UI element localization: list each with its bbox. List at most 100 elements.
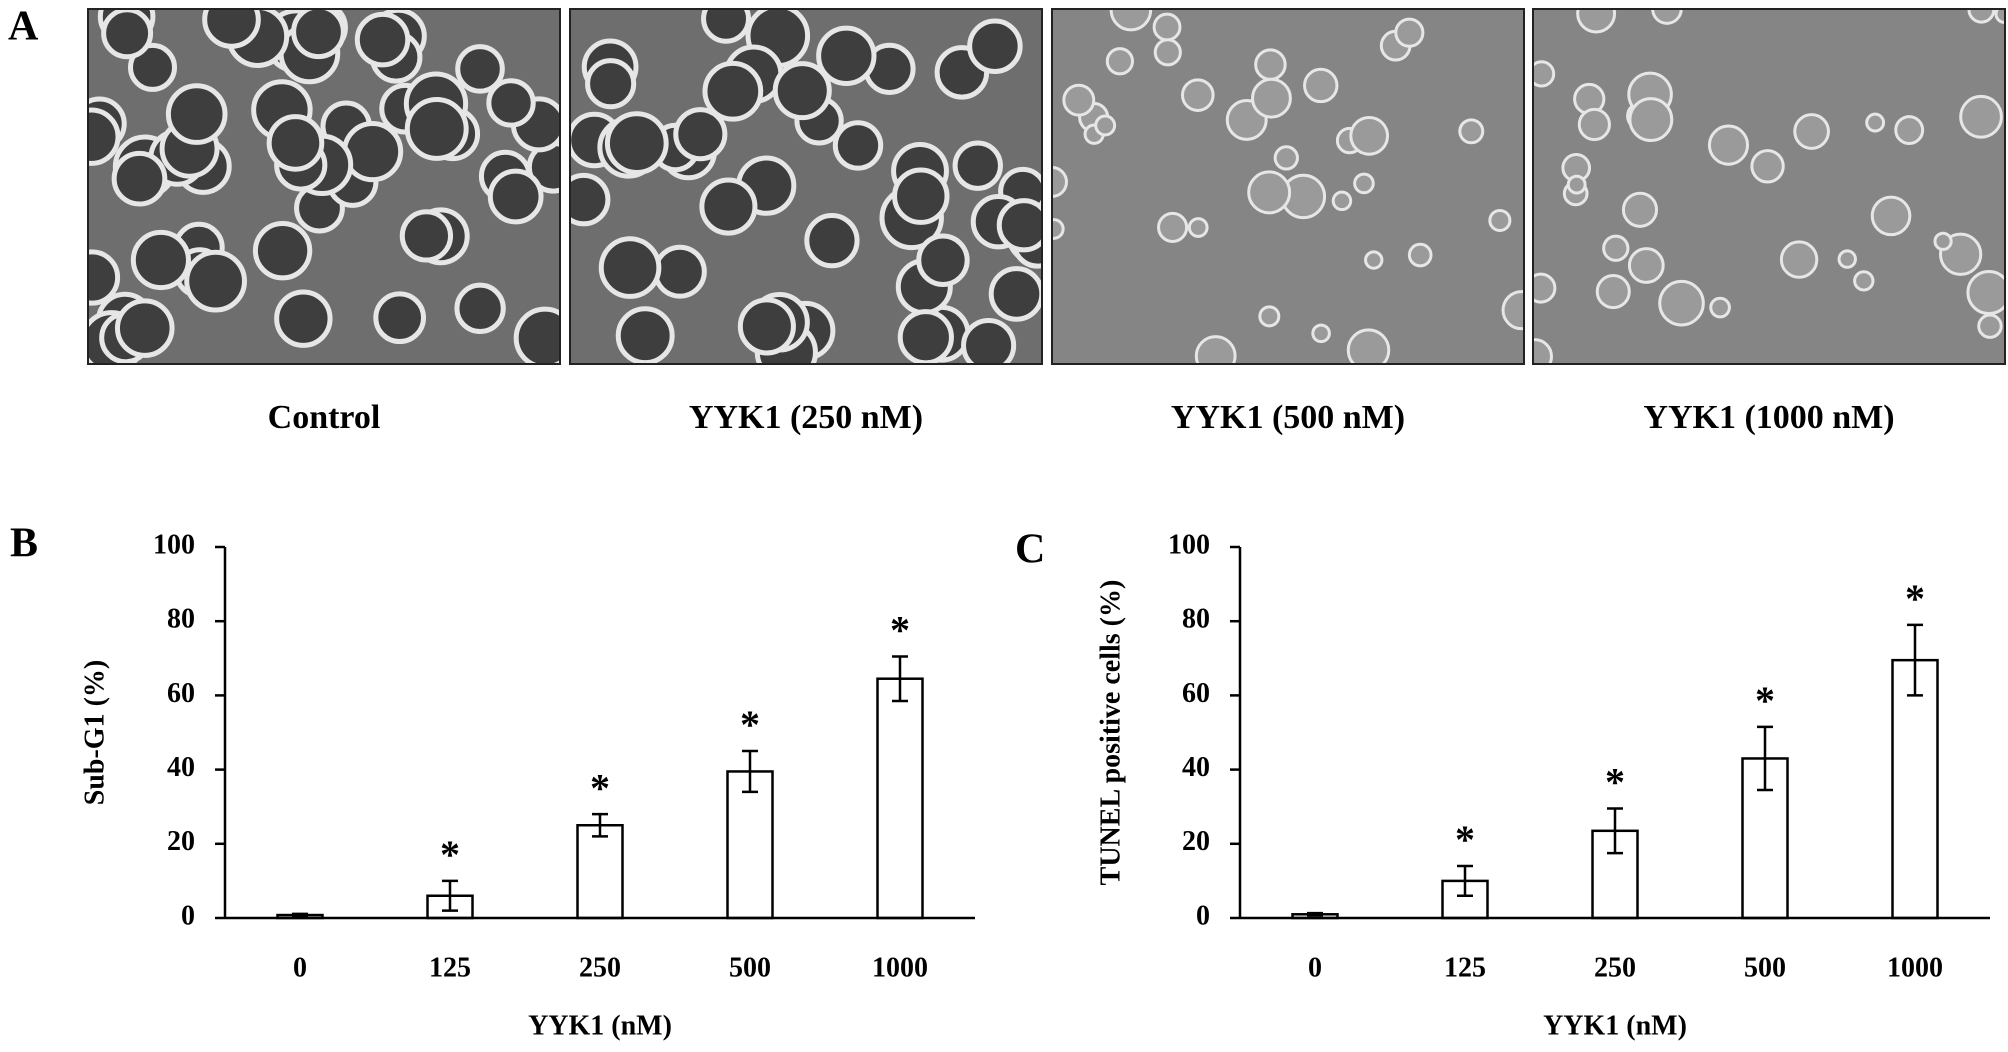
cell — [1577, 107, 1611, 142]
image-caption: YYK1 (500 nM) — [1171, 399, 1405, 436]
cell — [967, 18, 1023, 74]
significance-marker: * — [1905, 576, 1925, 621]
cell — [1566, 174, 1587, 195]
cell — [1779, 240, 1819, 279]
y-axis-title: Sub-G1 (%) — [79, 660, 110, 805]
error-bar — [1307, 911, 1323, 917]
significance-marker: * — [740, 702, 760, 747]
cell — [513, 306, 560, 364]
cell — [274, 289, 333, 348]
bar — [1891, 658, 1939, 920]
significance-marker: * — [1605, 760, 1625, 805]
x-tick-label: 125 — [1444, 952, 1486, 983]
image-caption: YYK1 (250 nM) — [689, 399, 923, 436]
y-tick-label: 40 — [167, 752, 195, 783]
y-tick-label: 80 — [1182, 604, 1210, 635]
cell — [1250, 77, 1292, 119]
cell — [737, 297, 796, 356]
cell — [1157, 211, 1189, 243]
cell — [1052, 218, 1065, 240]
cell — [1153, 38, 1182, 67]
cells — [570, 9, 1042, 364]
cell — [1258, 305, 1281, 328]
error-bar — [1457, 864, 1473, 897]
cell — [1959, 94, 2003, 139]
cell — [399, 209, 454, 263]
cells — [1052, 9, 1524, 364]
cell — [404, 96, 469, 161]
y-tick-label: 20 — [1182, 826, 1210, 857]
cell — [1407, 242, 1433, 268]
x-tick-label: 1000 — [1887, 952, 1943, 983]
cell — [1194, 335, 1237, 364]
panel-label: B — [10, 521, 38, 567]
x-tick-label: 0 — [293, 952, 307, 983]
bar — [876, 677, 924, 920]
error-bar — [1907, 623, 1923, 697]
cell — [1967, 9, 1996, 24]
cell — [88, 107, 121, 166]
cell — [1458, 118, 1485, 145]
cell — [130, 229, 191, 291]
cell — [1533, 60, 1556, 88]
cell — [615, 306, 675, 364]
error-bar — [1607, 807, 1623, 855]
cell — [1602, 234, 1630, 262]
cell — [487, 168, 544, 225]
image-border — [1532, 8, 2006, 365]
x-tick-label: 250 — [1594, 952, 1636, 983]
panel-label: C — [1015, 527, 1045, 573]
error-bar — [1757, 725, 1773, 792]
cell — [916, 233, 970, 287]
cell — [1152, 12, 1182, 42]
cell — [266, 114, 325, 172]
cell — [1933, 231, 1953, 251]
cell — [111, 150, 168, 207]
cell — [1576, 9, 1617, 34]
x-tick-label: 500 — [729, 952, 771, 983]
x-tick-label: 500 — [1744, 952, 1786, 983]
cell — [1595, 274, 1631, 310]
cell — [702, 60, 764, 122]
x-axis-title: YYK1 (nM) — [528, 1010, 672, 1041]
cell — [673, 107, 728, 162]
image-border — [569, 8, 1043, 365]
cell — [1966, 270, 2005, 316]
cell — [486, 78, 536, 128]
cell — [598, 236, 662, 299]
cell — [1353, 172, 1375, 195]
image-caption: YYK1 (1000 nM) — [1643, 399, 1894, 436]
cell — [892, 167, 950, 225]
cell — [1364, 250, 1384, 270]
cell — [1105, 47, 1135, 76]
bar — [1441, 879, 1489, 920]
cell — [832, 120, 884, 171]
significance-marker: * — [890, 608, 910, 653]
cell — [1533, 272, 1557, 304]
significance-marker: * — [1455, 817, 1475, 862]
error-bar — [442, 879, 458, 912]
micrograph — [1532, 8, 2006, 365]
cell — [1349, 115, 1390, 156]
cell — [1750, 149, 1785, 184]
cell — [454, 282, 506, 335]
image-border — [1051, 8, 1525, 365]
cells — [1533, 9, 2005, 364]
cell — [1870, 195, 1912, 237]
y-tick-label: 0 — [1196, 900, 1210, 931]
cell — [701, 9, 752, 44]
x-tick-label: 250 — [579, 952, 621, 983]
bar — [726, 770, 774, 920]
significance-marker: * — [440, 832, 460, 877]
cell — [570, 172, 611, 227]
image-background — [1533, 9, 2005, 364]
x-axis-title: YYK1 (nM) — [1543, 1010, 1687, 1041]
cell — [1303, 67, 1339, 104]
cell — [342, 121, 404, 183]
cell — [1254, 48, 1287, 81]
significance-marker: * — [590, 765, 610, 810]
cell — [1627, 247, 1665, 284]
error-bar — [892, 655, 908, 703]
cell — [252, 221, 313, 281]
image-border — [87, 8, 561, 365]
